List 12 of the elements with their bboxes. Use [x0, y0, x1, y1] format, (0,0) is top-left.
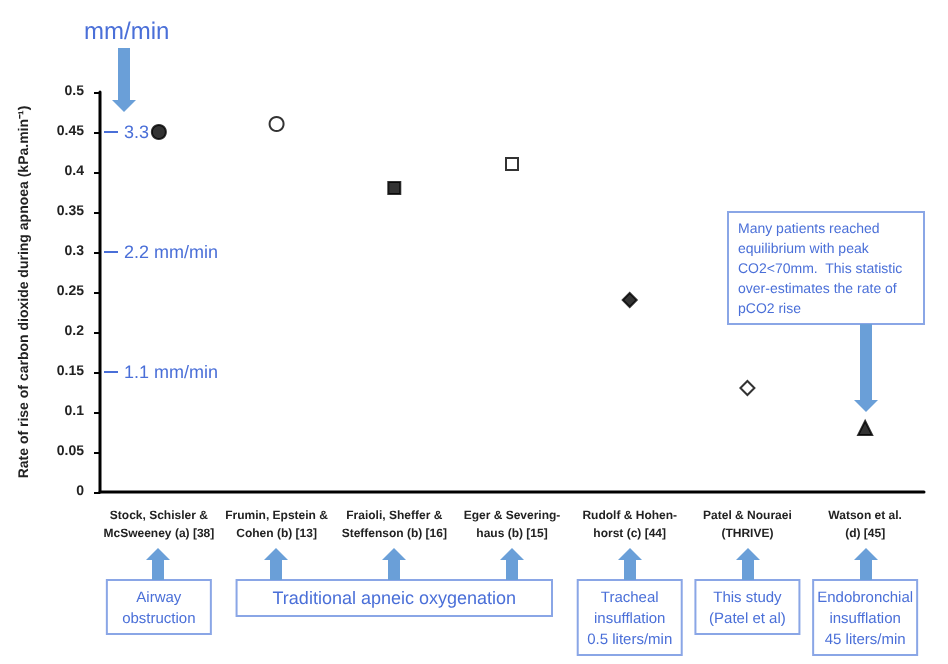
point	[505, 157, 519, 171]
annotation: 3.3	[124, 122, 150, 142]
annotation: 2.2 mm/min	[124, 242, 219, 262]
text: mm/min	[84, 17, 170, 45]
annotation: 1.1 mm/min	[124, 362, 219, 382]
point	[857, 420, 874, 436]
point	[268, 116, 285, 132]
text: Traditional apneic oxygenation	[272, 588, 517, 608]
point	[150, 124, 167, 140]
point	[739, 380, 756, 396]
point	[621, 292, 638, 308]
point	[387, 181, 402, 195]
